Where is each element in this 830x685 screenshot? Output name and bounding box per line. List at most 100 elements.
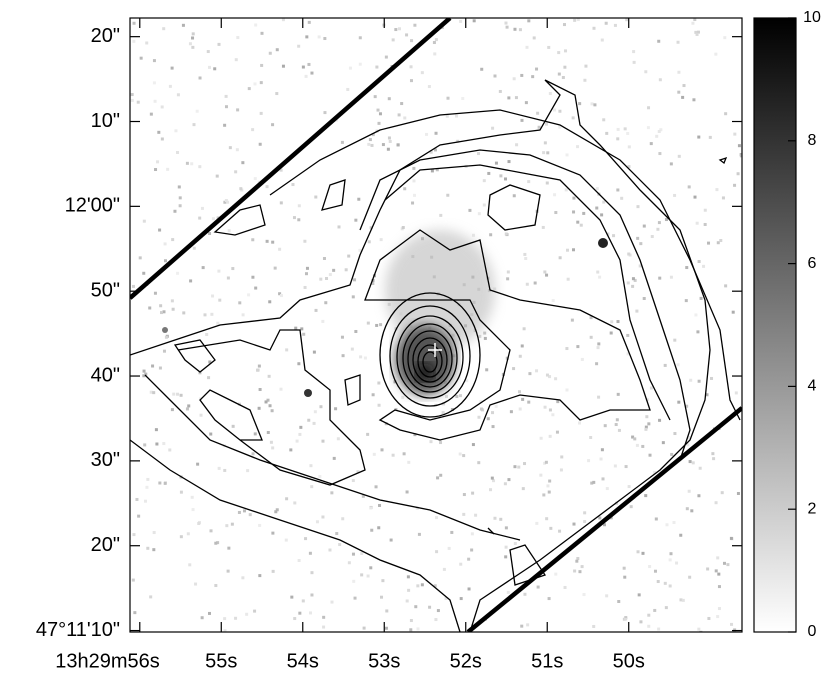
noise-pixel [536,111,540,115]
noise-pixel [181,23,185,27]
noise-pixel [429,440,433,444]
noise-pixel [135,497,139,501]
noise-pixel [214,541,218,545]
noise-pixel [520,118,524,122]
noise-pixel [523,252,527,256]
noise-pixel [310,71,314,75]
noise-pixel [681,598,685,602]
noise-pixel [260,31,264,35]
noise-pixel [504,526,508,530]
noise-pixel [729,536,733,540]
noise-pixel [681,95,685,99]
noise-pixel [144,499,148,503]
noise-pixel [267,374,271,378]
noise-pixel [733,628,737,632]
noise-pixel [384,55,388,59]
noise-pixel [352,579,356,583]
noise-pixel [131,284,135,288]
noise-pixel [571,248,575,252]
noise-pixel [313,410,317,414]
noise-pixel [627,485,631,489]
noise-pixel [162,27,166,31]
noise-pixel [517,390,521,394]
noise-pixel [535,67,539,71]
noise-pixel [308,551,312,555]
noise-pixel [237,510,241,514]
noise-pixel [253,82,257,86]
noise-pixel [413,433,417,437]
noise-pixel [152,548,156,552]
noise-pixel [647,624,651,628]
noise-pixel [312,421,316,425]
noise-pixel [217,466,221,470]
noise-pixel [622,566,626,570]
noise-pixel [131,578,135,582]
y-tick-label: 47°11'10" [36,619,120,641]
noise-pixel [187,404,191,408]
noise-pixel [168,84,172,88]
noise-pixel [592,624,596,628]
noise-pixel [407,460,411,464]
noise-pixel [269,440,273,444]
noise-pixel [504,232,508,236]
noise-pixel [310,571,314,575]
noise-pixel [146,546,150,550]
noise-pixel [542,151,546,155]
noise-pixel [358,62,362,66]
noise-pixel [216,541,220,545]
noise-pixel [623,575,627,579]
noise-pixel [565,153,569,157]
x-tick-label: 55s [205,650,237,672]
noise-pixel [669,552,673,556]
noise-pixel [305,266,309,270]
colorbar-tick-label: 10 [803,9,821,26]
noise-pixel [509,410,513,414]
noise-pixel [335,532,339,536]
noise-pixel [498,89,502,93]
noise-pixel [644,494,648,498]
noise-pixel [324,301,328,305]
noise-pixel [268,404,272,408]
noise-pixel [325,277,329,281]
noise-pixel [537,125,541,129]
noise-pixel [668,584,672,588]
noise-pixel [627,252,631,256]
noise-pixel [576,557,580,561]
noise-pixel [154,168,158,172]
noise-pixel [207,376,211,380]
noise-pixel [559,468,563,472]
noise-pixel [699,296,703,300]
noise-pixel [353,596,357,600]
x-tick-label: 54s [287,650,319,672]
noise-pixel [292,216,296,220]
noise-pixel [148,306,152,310]
noise-pixel [720,491,724,495]
noise-pixel [433,148,437,152]
noise-pixel [572,196,576,200]
noise-pixel [657,221,661,225]
noise-pixel [461,97,465,101]
noise-pixel [600,38,604,42]
noise-pixel [601,477,605,481]
noise-pixel [351,295,355,299]
noise-pixel [582,211,586,215]
noise-pixel [697,379,701,383]
noise-pixel [361,494,365,498]
noise-pixel [595,206,599,210]
noise-pixel [434,131,438,135]
noise-pixel [223,468,227,472]
noise-pixel [583,511,587,515]
noise-pixel [691,21,695,25]
noise-pixel [504,21,508,25]
noise-pixel [467,587,471,591]
noise-pixel [658,418,662,422]
noise-pixel [258,523,262,527]
noise-pixel [163,242,167,246]
noise-pixel [689,378,693,382]
noise-pixel [663,363,667,367]
noise-pixel [632,50,636,54]
noise-pixel [374,485,378,489]
noise-pixel [617,600,621,604]
noise-pixel [626,132,630,136]
noise-pixel [589,435,593,439]
